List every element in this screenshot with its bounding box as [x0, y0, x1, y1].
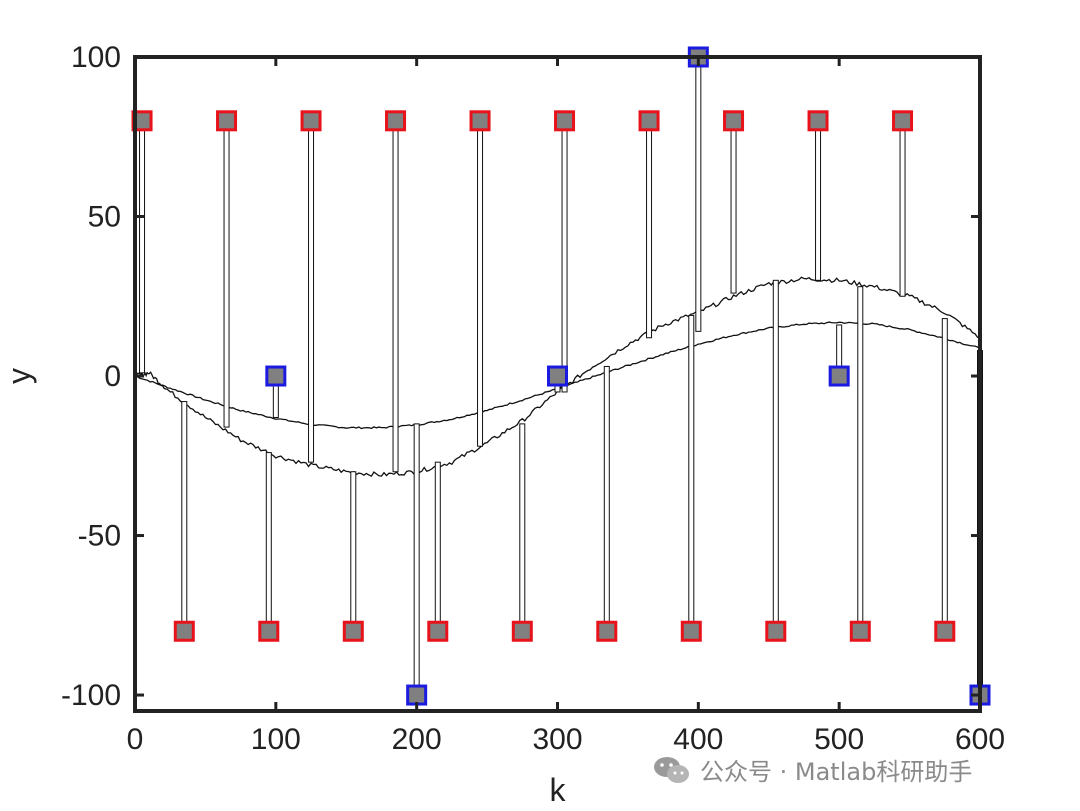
stem-line-3	[223, 120, 230, 428]
stem-marker-20	[765, 620, 787, 642]
stem-line-4	[265, 452, 272, 632]
y-tick-label-5: 100	[71, 41, 121, 74]
tick-layer: 0 100 200 300 400 500 600 -100 -50 0 50 100	[61, 41, 1005, 756]
stem-line-7	[350, 471, 357, 632]
x-axis-label: k	[550, 772, 567, 808]
x-tick-label-1: 0	[127, 723, 144, 756]
stem-line-2	[181, 401, 188, 632]
x-tick-label-3: 200	[392, 723, 442, 756]
stem-marker-13	[547, 365, 568, 387]
stem-line-10	[434, 461, 441, 632]
stem-marker-25	[934, 620, 956, 642]
stem-line-8	[392, 120, 399, 473]
stem-marker-24	[892, 110, 914, 132]
x-tick-label-7: 600	[955, 723, 1005, 756]
stem-line-20	[772, 279, 779, 632]
stem-marker-2	[173, 620, 195, 642]
stem-line-23	[857, 286, 864, 632]
stem-marker-22	[828, 365, 850, 387]
stem-marker-6	[300, 110, 322, 132]
stem-line-12	[519, 423, 526, 632]
stem-marker-17	[680, 620, 702, 642]
stem-line-17	[688, 314, 695, 632]
stem-line-11	[477, 120, 484, 447]
stem-marker-7	[342, 620, 364, 642]
stem-line-6	[308, 120, 315, 463]
stem-line-1	[139, 120, 146, 374]
y-tick-label-1: -100	[61, 679, 121, 712]
stem-marker-15	[596, 620, 618, 642]
stem-marker-8	[385, 110, 407, 132]
stem-line-9	[413, 423, 420, 696]
x-tick-label-4: 300	[532, 723, 582, 756]
stem-marker-14	[554, 110, 576, 132]
stem-marker-5	[265, 365, 287, 387]
stem-marker-19	[723, 110, 745, 132]
stem-line-25	[941, 318, 948, 632]
stem-line-24	[899, 120, 906, 297]
stem-marker-11	[469, 110, 491, 132]
stem-line-19	[730, 120, 737, 294]
x-tick-label-5: 400	[673, 723, 723, 756]
x-tick-label-6: 500	[814, 723, 864, 756]
series-line-2	[134, 276, 981, 478]
stem-line-21	[815, 120, 822, 281]
stem-marker-9	[406, 684, 428, 706]
stem-marker-4	[258, 620, 280, 642]
wechat-icon	[654, 756, 689, 783]
stem-marker-21	[807, 110, 829, 132]
y-tick-label-4: 50	[88, 201, 121, 234]
x-tick-label-2: 100	[251, 723, 301, 756]
stem-line-14	[561, 120, 568, 393]
watermark-text: 公众号 · Matlab科研助手	[700, 758, 973, 786]
stem-marker-16	[638, 110, 660, 132]
y-axis-label: y	[1, 368, 37, 384]
y-tick-label-2: -50	[78, 520, 121, 553]
watermark: 公众号 · Matlab科研助手	[652, 752, 972, 787]
stem-line-16	[646, 120, 653, 339]
stem-marker-3	[216, 110, 238, 132]
stem-marker-23	[849, 620, 871, 642]
y-tick-label-3: 0	[104, 360, 121, 393]
stem-marker-12	[511, 620, 533, 642]
stem-marker-10	[427, 620, 449, 642]
stem-line-15	[603, 365, 610, 632]
stem-line-18	[695, 56, 702, 332]
